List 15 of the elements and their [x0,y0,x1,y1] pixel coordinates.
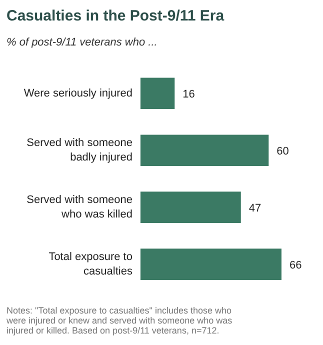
data-label: 16 [182,88,195,100]
bar [140,78,175,110]
chart-title: Casualties in the Post-9/11 Era [6,8,225,24]
bar [140,134,269,166]
bar [140,192,241,224]
data-label: 66 [289,259,302,272]
y-tick-label: Served with someone badly injured [26,137,132,164]
text: Notes: "Total exposure to casualties" includes those who were injured or knew and served with someone who was injured or killed. Based on post-9/11 veterans, n=712. [6,306,233,336]
data-label: 47 [248,202,262,214]
y-tick-label: Were seriously injured [24,87,132,100]
data-label: 60 [276,145,289,158]
bar [140,248,282,280]
y-tick-label: Served with someone who was killed [26,194,132,221]
chart-subtitle: % of post-9/11 veterans who ... [6,36,158,48]
y-tick-label: Total exposure to casualties [48,251,133,278]
